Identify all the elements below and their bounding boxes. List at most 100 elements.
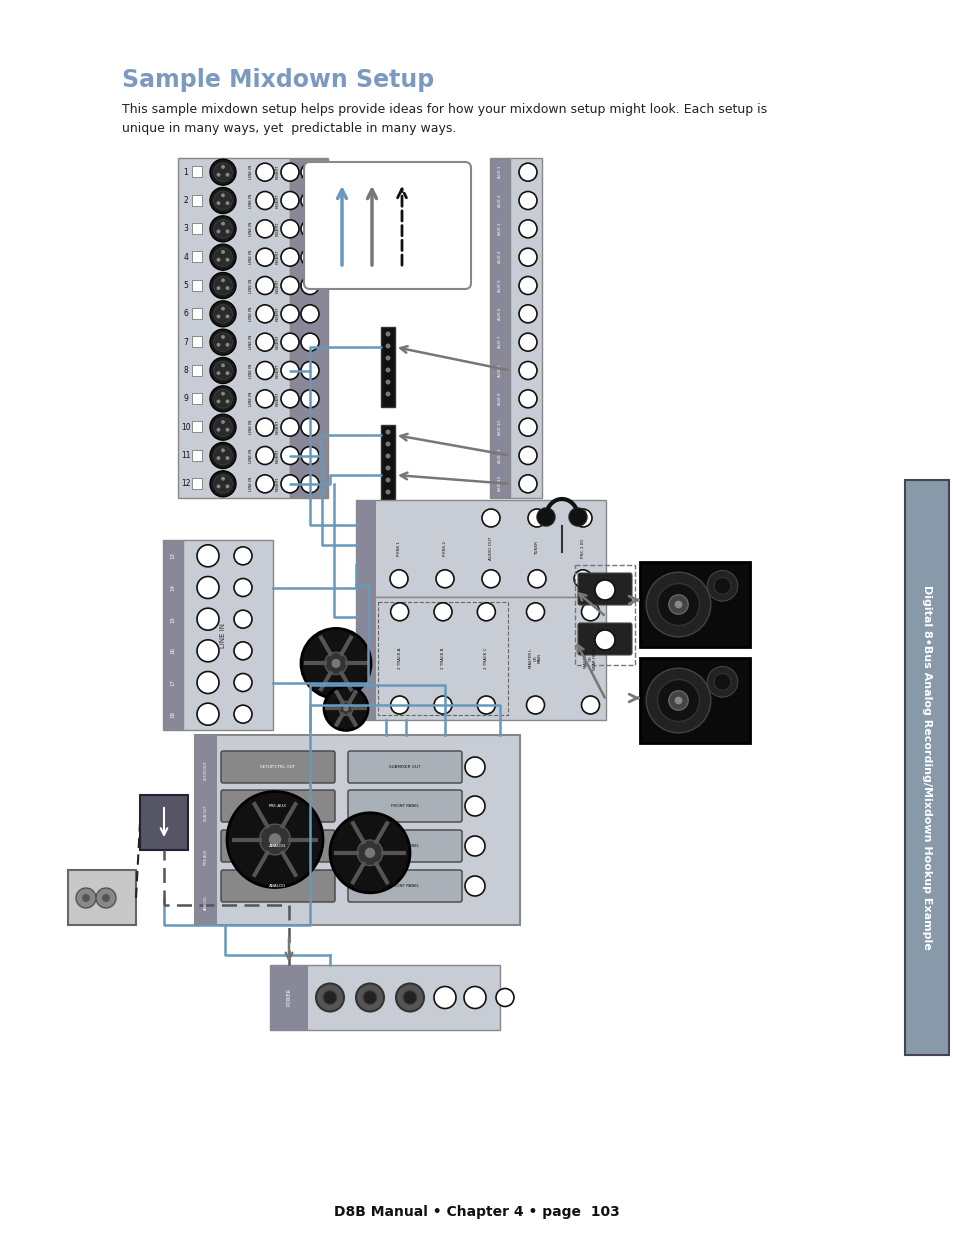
- Circle shape: [714, 673, 730, 690]
- Circle shape: [213, 248, 233, 267]
- Text: 2 TRACK B: 2 TRACK B: [440, 647, 444, 669]
- Text: FRONT PANEL: FRONT PANEL: [391, 804, 418, 808]
- Text: AUX 6: AUX 6: [497, 308, 501, 320]
- Circle shape: [221, 391, 225, 395]
- Bar: [270, 965, 499, 1030]
- Circle shape: [481, 509, 499, 527]
- Circle shape: [221, 420, 225, 424]
- Text: 2 TRACK A: 2 TRACK A: [397, 647, 401, 669]
- Text: INSERT: INSERT: [275, 278, 280, 293]
- Circle shape: [281, 362, 298, 379]
- Bar: [510, 158, 541, 498]
- Circle shape: [518, 333, 537, 351]
- FancyBboxPatch shape: [348, 869, 461, 902]
- Circle shape: [657, 679, 699, 721]
- Circle shape: [434, 697, 452, 714]
- Circle shape: [464, 797, 484, 816]
- Circle shape: [385, 478, 390, 483]
- Text: LINE IN: LINE IN: [249, 165, 253, 179]
- Circle shape: [281, 447, 298, 464]
- Circle shape: [527, 509, 545, 527]
- Text: AUX 9: AUX 9: [497, 393, 501, 405]
- Text: LINE IN: LINE IN: [249, 194, 253, 207]
- Circle shape: [476, 697, 495, 714]
- Circle shape: [364, 847, 375, 858]
- Circle shape: [233, 578, 252, 597]
- Circle shape: [581, 697, 598, 714]
- Circle shape: [221, 165, 225, 169]
- Circle shape: [463, 987, 485, 1009]
- Circle shape: [255, 447, 274, 464]
- Text: INSERT: INSERT: [275, 306, 280, 321]
- Text: 9: 9: [183, 394, 189, 404]
- Bar: [355, 500, 375, 597]
- Text: 4: 4: [183, 253, 189, 262]
- Text: INSERT: INSERT: [275, 363, 280, 378]
- Text: This sample mixdown setup helps provide ideas for how your mixdown setup might l: This sample mixdown setup helps provide …: [122, 103, 766, 135]
- Circle shape: [281, 474, 298, 493]
- Circle shape: [221, 222, 225, 226]
- Bar: [192, 364, 202, 375]
- Text: LINE IN: LINE IN: [249, 420, 253, 435]
- Text: SUB OUT: SUB OUT: [204, 805, 208, 820]
- Circle shape: [526, 697, 544, 714]
- Circle shape: [674, 697, 681, 704]
- FancyBboxPatch shape: [221, 790, 335, 823]
- Circle shape: [595, 630, 615, 650]
- Circle shape: [301, 305, 318, 322]
- Circle shape: [216, 258, 220, 262]
- Circle shape: [221, 278, 225, 283]
- Text: 8: 8: [183, 366, 188, 375]
- FancyBboxPatch shape: [221, 830, 335, 862]
- Bar: [194, 735, 216, 925]
- Circle shape: [434, 987, 456, 1009]
- Circle shape: [255, 305, 274, 322]
- Circle shape: [233, 673, 252, 692]
- Circle shape: [301, 474, 318, 493]
- Text: LINE IN: LINE IN: [249, 391, 253, 406]
- Bar: [639, 562, 749, 647]
- Circle shape: [537, 508, 555, 526]
- FancyBboxPatch shape: [304, 162, 471, 289]
- Text: PRE-AUX: PRE-AUX: [269, 804, 287, 808]
- Circle shape: [216, 427, 220, 432]
- Text: LINE IN: LINE IN: [249, 477, 253, 492]
- Bar: [377, 601, 507, 715]
- Circle shape: [356, 840, 382, 866]
- Circle shape: [269, 834, 281, 846]
- Text: 13: 13: [171, 552, 175, 559]
- Circle shape: [706, 667, 737, 697]
- Circle shape: [82, 894, 90, 902]
- Circle shape: [324, 687, 368, 730]
- Text: 3: 3: [183, 225, 189, 233]
- Circle shape: [210, 442, 235, 468]
- Bar: [192, 393, 202, 404]
- Bar: [904, 480, 948, 1055]
- Text: SUBMIXER OUT: SUBMIXER OUT: [389, 764, 420, 769]
- Text: SETUP/OUT: SETUP/OUT: [204, 760, 208, 779]
- Circle shape: [233, 547, 252, 564]
- Circle shape: [385, 489, 390, 494]
- Text: 7: 7: [183, 337, 189, 347]
- Text: AUX 1: AUX 1: [497, 165, 501, 178]
- Text: MASTER L
OR
MAIN: MASTER L OR MAIN: [528, 648, 541, 668]
- Bar: [192, 251, 202, 262]
- Circle shape: [434, 603, 452, 621]
- Bar: [270, 965, 308, 1030]
- Circle shape: [527, 569, 545, 588]
- Circle shape: [301, 447, 318, 464]
- Circle shape: [657, 583, 699, 625]
- Circle shape: [196, 577, 219, 599]
- Text: 2 TRACK C: 2 TRACK C: [484, 647, 488, 669]
- Circle shape: [343, 705, 349, 711]
- Circle shape: [595, 580, 615, 600]
- Circle shape: [436, 569, 454, 588]
- Circle shape: [315, 983, 344, 1011]
- Circle shape: [210, 330, 235, 356]
- Circle shape: [390, 569, 408, 588]
- Circle shape: [518, 362, 537, 379]
- Circle shape: [233, 705, 252, 724]
- Circle shape: [213, 389, 233, 409]
- Text: LINE IN: LINE IN: [249, 448, 253, 463]
- Circle shape: [301, 220, 318, 238]
